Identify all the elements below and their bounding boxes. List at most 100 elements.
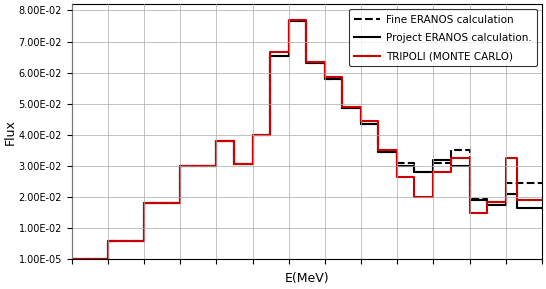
Fine ERANOS calculation — [266, 54, 273, 57]
TRIPOLI (MONTE CARLO) — [484, 211, 490, 214]
Project ERANOS calculation. — [484, 199, 490, 202]
TRIPOLI (MONTE CARLO) — [513, 199, 520, 202]
TRIPOLI (MONTE CARLO) — [430, 171, 437, 174]
Fine ERANOS calculation — [430, 161, 437, 165]
TRIPOLI (MONTE CARLO) — [411, 195, 418, 199]
Fine ERANOS calculation — [302, 20, 309, 23]
TRIPOLI (MONTE CARLO) — [339, 105, 346, 109]
Project ERANOS calculation. — [250, 163, 256, 166]
TRIPOLI (MONTE CARLO) — [250, 163, 256, 166]
Project ERANOS calculation. — [286, 54, 292, 57]
TRIPOLI (MONTE CARLO) — [339, 75, 346, 79]
Fine ERANOS calculation — [177, 164, 183, 168]
Fine ERANOS calculation — [213, 139, 219, 143]
Fine ERANOS calculation — [394, 161, 400, 165]
Project ERANOS calculation. — [266, 133, 273, 137]
Fine ERANOS calculation — [358, 122, 364, 126]
Fine ERANOS calculation — [105, 257, 111, 261]
Project ERANOS calculation. — [466, 164, 473, 168]
TRIPOLI (MONTE CARLO) — [141, 239, 147, 242]
TRIPOLI (MONTE CARLO) — [250, 133, 256, 137]
TRIPOLI (MONTE CARLO) — [447, 156, 454, 160]
TRIPOLI (MONTE CARLO) — [177, 202, 183, 205]
Fine ERANOS calculation — [250, 133, 256, 137]
TRIPOLI (MONTE CARLO) — [213, 164, 219, 168]
Project ERANOS calculation. — [375, 150, 382, 154]
Fine ERANOS calculation — [266, 133, 273, 137]
Project ERANOS calculation. — [502, 203, 509, 207]
TRIPOLI (MONTE CARLO) — [484, 200, 490, 203]
TRIPOLI (MONTE CARLO) — [105, 257, 111, 261]
TRIPOLI (MONTE CARLO) — [322, 60, 328, 64]
Project ERANOS calculation. — [430, 171, 437, 174]
Project ERANOS calculation. — [105, 239, 111, 242]
Fine ERANOS calculation — [141, 239, 147, 242]
Fine ERANOS calculation — [358, 107, 364, 110]
Project ERANOS calculation. — [358, 107, 364, 110]
TRIPOLI (MONTE CARLO) — [375, 149, 382, 152]
TRIPOLI (MONTE CARLO) — [502, 200, 509, 203]
TRIPOLI (MONTE CARLO) — [430, 195, 437, 199]
TRIPOLI (MONTE CARLO) — [302, 18, 309, 21]
Fine ERANOS calculation — [447, 161, 454, 165]
Fine ERANOS calculation — [394, 150, 400, 154]
TRIPOLI (MONTE CARLO) — [266, 51, 273, 54]
TRIPOLI (MONTE CARLO) — [394, 149, 400, 152]
Project ERANOS calculation. — [322, 62, 328, 65]
TRIPOLI (MONTE CARLO) — [213, 139, 219, 143]
Fine ERANOS calculation — [322, 77, 328, 81]
Fine ERANOS calculation — [466, 149, 473, 152]
TRIPOLI (MONTE CARLO) — [266, 133, 273, 137]
Project ERANOS calculation. — [213, 164, 219, 168]
Fine ERANOS calculation — [339, 77, 346, 81]
Fine ERANOS calculation — [375, 150, 382, 154]
TRIPOLI (MONTE CARLO) — [375, 119, 382, 123]
Project ERANOS calculation. — [177, 202, 183, 205]
Project ERANOS calculation. — [286, 20, 292, 23]
TRIPOLI (MONTE CARLO) — [466, 156, 473, 160]
TRIPOLI (MONTE CARLO) — [502, 156, 509, 160]
Project ERANOS calculation. — [358, 122, 364, 126]
Project ERANOS calculation. — [484, 203, 490, 207]
Project ERANOS calculation. — [250, 133, 256, 137]
Project ERANOS calculation. — [538, 206, 545, 210]
TRIPOLI (MONTE CARLO) — [286, 18, 292, 21]
Project ERANOS calculation. — [502, 192, 509, 196]
Fine ERANOS calculation — [322, 62, 328, 65]
TRIPOLI (MONTE CARLO) — [230, 139, 237, 143]
Project ERANOS calculation. — [447, 164, 454, 168]
Fine ERANOS calculation — [538, 181, 545, 185]
Project ERANOS calculation. — [430, 158, 437, 162]
TRIPOLI (MONTE CARLO) — [394, 175, 400, 179]
Fine ERANOS calculation — [513, 181, 520, 185]
Project ERANOS calculation. — [141, 239, 147, 242]
TRIPOLI (MONTE CARLO) — [230, 163, 237, 166]
Project ERANOS calculation. — [266, 54, 273, 57]
Project ERANOS calculation. — [141, 202, 147, 205]
Fine ERANOS calculation — [447, 149, 454, 152]
Project ERANOS calculation. — [68, 257, 75, 261]
Project ERANOS calculation. — [230, 163, 237, 166]
Fine ERANOS calculation — [466, 197, 473, 200]
Fine ERANOS calculation — [430, 171, 437, 174]
Project ERANOS calculation. — [339, 77, 346, 81]
Project ERANOS calculation. — [411, 164, 418, 168]
Project ERANOS calculation. — [105, 257, 111, 261]
TRIPOLI (MONTE CARLO) — [68, 257, 75, 261]
Project ERANOS calculation. — [411, 171, 418, 174]
Fine ERANOS calculation — [230, 163, 237, 166]
Project ERANOS calculation. — [513, 192, 520, 196]
Project ERANOS calculation. — [394, 150, 400, 154]
Fine ERANOS calculation — [484, 200, 490, 203]
Fine ERANOS calculation — [502, 181, 509, 185]
Fine ERANOS calculation — [250, 163, 256, 166]
Project ERANOS calculation. — [213, 139, 219, 143]
TRIPOLI (MONTE CARLO) — [358, 105, 364, 109]
Y-axis label: Flux: Flux — [4, 119, 17, 145]
Project ERANOS calculation. — [375, 122, 382, 126]
TRIPOLI (MONTE CARLO) — [286, 51, 292, 54]
Fine ERANOS calculation — [105, 239, 111, 242]
Fine ERANOS calculation — [411, 171, 418, 174]
TRIPOLI (MONTE CARLO) — [538, 199, 545, 202]
Project ERANOS calculation. — [302, 62, 309, 65]
